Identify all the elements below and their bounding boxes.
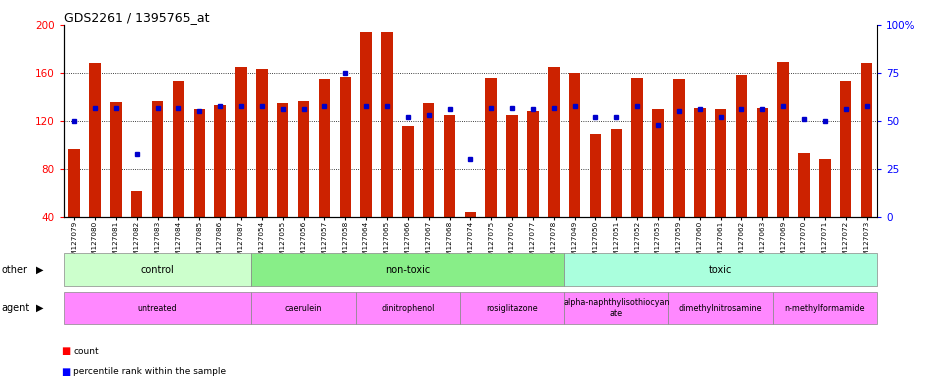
- Text: count: count: [73, 347, 98, 356]
- Bar: [755, 108, 768, 217]
- Bar: [131, 190, 142, 217]
- Text: dinitrophenol: dinitrophenol: [381, 304, 434, 313]
- Bar: [610, 129, 622, 217]
- Bar: [568, 73, 579, 217]
- Bar: [589, 134, 601, 217]
- Bar: [777, 62, 788, 217]
- Bar: [797, 153, 809, 217]
- Bar: [339, 76, 351, 217]
- Text: n-methylformamide: n-methylformamide: [783, 304, 864, 313]
- Bar: [714, 109, 725, 217]
- Text: ▶: ▶: [36, 265, 43, 275]
- Text: GDS2261 / 1395765_at: GDS2261 / 1395765_at: [64, 11, 209, 24]
- Text: caerulein: caerulein: [285, 304, 322, 313]
- Text: rosiglitazone: rosiglitazone: [486, 304, 537, 313]
- Bar: [318, 79, 329, 217]
- Bar: [152, 101, 163, 217]
- Bar: [422, 103, 434, 217]
- Bar: [672, 79, 684, 217]
- Bar: [860, 63, 871, 217]
- Bar: [839, 81, 851, 217]
- Bar: [172, 81, 184, 217]
- Text: percentile rank within the sample: percentile rank within the sample: [73, 367, 226, 376]
- Bar: [631, 78, 642, 217]
- Bar: [298, 101, 309, 217]
- Bar: [694, 108, 705, 217]
- Text: agent: agent: [2, 303, 30, 313]
- Bar: [381, 32, 392, 217]
- Bar: [735, 75, 746, 217]
- Bar: [444, 115, 455, 217]
- Bar: [110, 102, 122, 217]
- Text: untreated: untreated: [138, 304, 177, 313]
- Text: ▶: ▶: [36, 303, 43, 313]
- Bar: [277, 103, 288, 217]
- Bar: [818, 159, 829, 217]
- Bar: [89, 63, 101, 217]
- Bar: [402, 126, 413, 217]
- Text: non-toxic: non-toxic: [385, 265, 430, 275]
- Bar: [214, 105, 226, 217]
- Bar: [360, 32, 372, 217]
- Bar: [256, 70, 268, 217]
- Text: alpha-naphthylisothiocyan
ate: alpha-naphthylisothiocyan ate: [563, 298, 669, 318]
- Bar: [548, 67, 559, 217]
- Bar: [464, 212, 475, 217]
- Bar: [527, 111, 538, 217]
- Text: other: other: [2, 265, 28, 275]
- Bar: [485, 78, 496, 217]
- Text: ■: ■: [61, 367, 70, 377]
- Text: ■: ■: [61, 346, 70, 356]
- Text: control: control: [140, 265, 174, 275]
- Bar: [68, 149, 80, 217]
- Bar: [235, 67, 246, 217]
- Bar: [505, 115, 518, 217]
- Bar: [651, 109, 663, 217]
- Text: toxic: toxic: [709, 265, 732, 275]
- Bar: [194, 109, 205, 217]
- Text: dimethylnitrosamine: dimethylnitrosamine: [679, 304, 762, 313]
